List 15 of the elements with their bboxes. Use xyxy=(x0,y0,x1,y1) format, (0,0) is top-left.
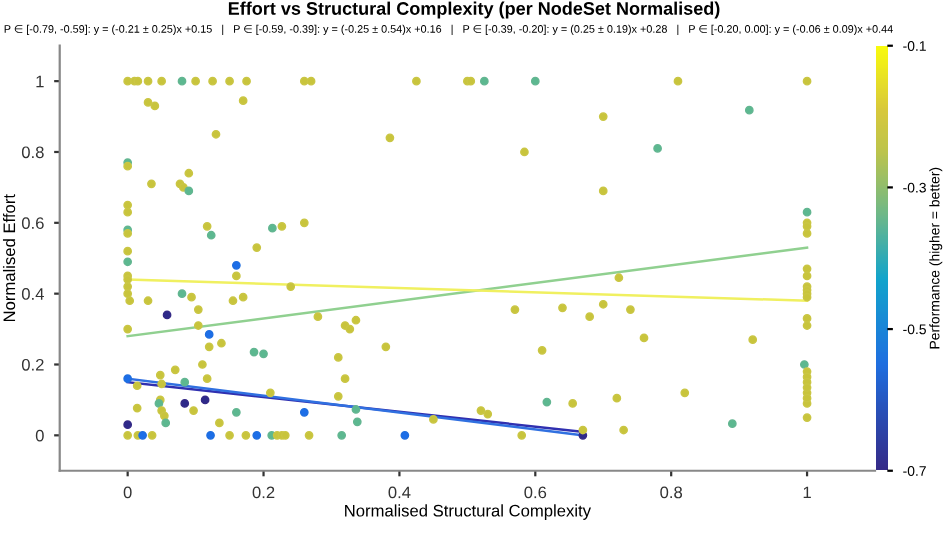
y-tick-label: 0.6 xyxy=(21,217,44,230)
y-tick-label: 0 xyxy=(35,429,44,442)
y-tick-label: 1 xyxy=(36,75,44,88)
x-tick-label: 0 xyxy=(123,486,132,499)
y-tick-label: 0.2 xyxy=(21,358,44,371)
y-tick-label: 0.4 xyxy=(21,288,44,300)
x-tick-label: 0.2 xyxy=(252,486,275,499)
y-axis-title: Normalised Effort xyxy=(2,194,16,322)
x-tick-label: 1 xyxy=(803,486,811,499)
y-tick-label: 0.8 xyxy=(21,146,44,159)
chart-title: Effort vs Structural Complexity (per NodeSet Normalised) xyxy=(228,1,720,19)
x-axis-title: Normalised Structural Complexity xyxy=(345,504,591,520)
x-tick-label: 0.8 xyxy=(660,486,683,499)
x-tick-label: 0.4 xyxy=(388,486,411,499)
x-tick-label: 0.6 xyxy=(524,486,547,499)
